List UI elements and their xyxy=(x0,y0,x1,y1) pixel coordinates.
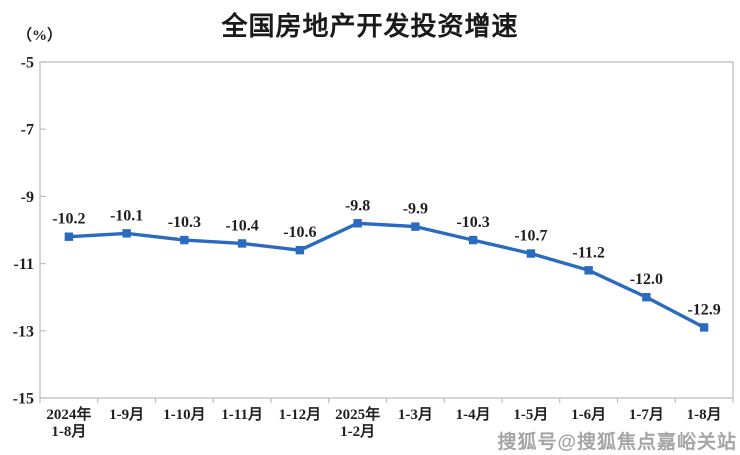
data-point-marker xyxy=(64,232,74,241)
x-axis-category-label: 1-11月 xyxy=(221,406,263,423)
plot-area-border xyxy=(39,61,734,399)
data-point-marker xyxy=(122,229,131,238)
x-axis-category-label: 2024年 1-8月 xyxy=(46,405,91,440)
data-point-marker xyxy=(699,323,709,332)
data-point-label: -12.9 xyxy=(687,301,720,318)
data-point-marker xyxy=(468,235,478,245)
watermark-text: 搜狐号@搜狐焦点嘉峪关站 xyxy=(497,432,737,453)
x-axis-category-label: 1-8月 xyxy=(687,406,722,423)
x-axis-category-label: 2025年 1-2月 xyxy=(335,405,380,440)
data-point-marker xyxy=(295,245,305,255)
data-point-label: -10.6 xyxy=(283,224,316,241)
x-axis-category-label: 1-3月 xyxy=(398,406,433,423)
x-axis-category-label: 1-12月 xyxy=(279,406,322,423)
y-axis-tick-label: -5 xyxy=(21,55,34,72)
y-axis-tick-label: -15 xyxy=(13,391,34,408)
data-point-label: -11.2 xyxy=(572,244,604,261)
data-point-label: -10.4 xyxy=(225,217,258,234)
data-line xyxy=(67,221,706,330)
chart-title: 全国房地产开发投资增速 xyxy=(221,11,519,41)
data-point-marker xyxy=(353,219,362,228)
x-axis-category-label: 1-9月 xyxy=(109,406,144,423)
data-point-label: -10.3 xyxy=(168,214,201,231)
data-point-label: -10.1 xyxy=(110,207,143,224)
data-point-marker xyxy=(237,239,247,248)
y-axis-tick-label: -11 xyxy=(14,256,34,273)
data-point-marker xyxy=(180,235,189,245)
x-axis-category-label: 1-7月 xyxy=(629,406,664,423)
x-axis-category-label: 1-4月 xyxy=(456,406,491,423)
data-point-marker xyxy=(642,293,651,302)
data-point-marker xyxy=(584,266,593,275)
y-axis-tick-label: -9 xyxy=(21,189,34,206)
y-axis-tick-label: -7 xyxy=(21,122,34,139)
y-axis-tick-label: -13 xyxy=(13,323,34,340)
x-axis-category-label: 1-10月 xyxy=(163,406,206,423)
data-point-label: -10.7 xyxy=(514,228,547,245)
data-point-label: -12.0 xyxy=(630,271,663,288)
data-point-marker xyxy=(411,222,420,231)
y-axis-unit-label: （%） xyxy=(17,28,63,44)
x-axis-category-label: 1-6月 xyxy=(571,406,606,423)
x-axis-category-label: 1-5月 xyxy=(513,406,548,423)
data-point-label: -9.8 xyxy=(345,197,370,214)
data-point-marker xyxy=(526,249,536,258)
data-point-label: -10.3 xyxy=(456,214,489,231)
data-point-label: -9.9 xyxy=(403,201,428,218)
data-point-label: -10.2 xyxy=(52,211,85,228)
